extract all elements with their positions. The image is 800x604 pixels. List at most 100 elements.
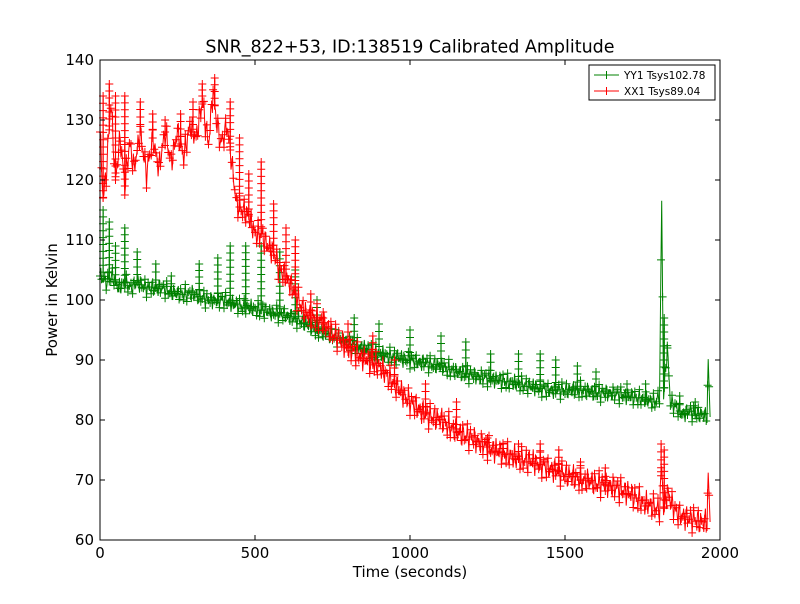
series-1-marker [108,112,117,121]
series-0-spike-21-marker-2 [514,365,523,373]
series-1-marker [624,490,633,499]
series-0-marker [106,277,115,286]
series-1-marker [500,450,509,459]
series-1-marker [587,476,596,485]
series-1-marker [444,407,453,416]
series-1-marker [317,313,326,322]
series-1-spike-29-marker-0 [554,467,563,476]
series-0-marker [395,354,404,363]
series-0-spike-8-marker-2 [213,282,222,290]
series-1-marker [263,243,272,251]
series-1-marker [450,433,459,442]
series-1-spike-15-marker-2 [269,234,278,243]
series-0-spike-19-marker-4 [461,338,470,346]
series-1-marker [419,414,428,423]
series-0-marker [466,365,475,374]
series-0-spike-27-marker-2 [641,380,650,388]
series-0-marker [587,387,596,395]
series-0-marker [212,298,221,307]
series-1-marker [637,506,645,515]
series-0-marker [251,303,259,312]
series-1-marker [590,469,599,478]
series-0-spike-4-marker-4 [133,248,142,256]
series-0-spike-10-marker-4 [241,276,250,284]
series-0-spike-27-marker-1 [641,387,650,396]
series-1-marker [393,377,402,385]
series-0-marker [517,372,526,380]
series-1-marker [294,283,303,292]
series-1-marker [334,326,343,335]
series-0-marker [671,399,679,408]
series-1-marker [471,431,480,440]
series-1-spike-2-marker-8 [111,120,120,128]
series-1-marker [244,210,253,219]
series-0-spike-18-marker-2 [437,347,445,355]
ticks-layer: 0 500 1000 1500 2000 60 70 80 90 100 110 120 130 140 [65,51,739,562]
series-1-marker [421,408,430,417]
series-0-spike-30-marker-2 [675,392,684,400]
series-1-marker [127,140,135,148]
series-1-spike-16-marker-6 [282,230,290,239]
series-1-marker [184,126,193,135]
series-1-marker [308,306,317,315]
series-1-marker [615,498,624,507]
series-1-spike-14-marker-8 [257,172,266,181]
series-1-marker [570,480,579,489]
series-1-spike-5-marker-3 [148,110,157,118]
series-0-marker [140,275,149,284]
series-1-marker [674,520,683,529]
series-1-marker [399,386,408,395]
series-0-marker [119,278,128,287]
series-0-spike-10-marker-5 [241,269,250,278]
series-0-marker [426,351,435,360]
series-1-spike-28-marker-3 [536,440,545,448]
series-1-spike-23-marker-2 [421,395,430,403]
series-0-spike-17-marker-2 [406,341,414,349]
series-0-spike-22-marker-4 [536,356,545,365]
series-1-marker [466,425,475,434]
series-0-marker [187,294,196,303]
series-1-marker [213,114,222,123]
series-0-marker [553,385,562,394]
series-1-marker [330,333,339,342]
series-0-marker [525,377,534,386]
series-1-marker [133,146,142,155]
series-0-marker [202,289,211,298]
series-1-spike-33-marker-7 [660,453,669,462]
series-1-marker [224,135,233,144]
series-1-marker [285,279,294,288]
series-0-marker [499,370,507,379]
series-0-spike-7-marker-5 [195,260,204,268]
series-1-marker [247,223,256,232]
series-1-marker [333,347,342,356]
series-0-marker [249,302,258,311]
series-1-marker [668,487,676,496]
series-1-marker [410,411,419,420]
series-1-marker [128,166,137,175]
series-1-marker [663,484,672,493]
x-tick-label-4: 2000 [701,544,739,562]
series-1-spike-2-marker-6 [111,134,120,142]
series-0-marker [233,309,242,318]
series-1-marker [111,172,120,181]
series-1-marker [235,191,244,200]
series-0-spike-1-marker-3 [105,253,114,262]
series-0-marker [700,409,709,418]
series-0-marker [570,390,579,399]
series-1-spike-23-marker-4 [421,380,430,388]
series-0-marker [450,372,459,380]
series-0-marker [271,311,280,320]
series-0-spike-3-marker-8 [120,224,129,232]
series-1-marker [685,515,693,524]
series-0-marker [136,276,145,285]
series-0-marker [576,376,585,385]
series-0-marker [494,376,503,385]
series-0-marker [424,368,433,377]
series-1-marker [562,461,571,470]
series-0-marker [254,296,263,305]
series-1-spike-3-marker-12 [120,98,129,107]
series-1-marker [581,470,590,479]
series-1-spike-14-marker-6 [257,186,266,195]
series-0-spike-10-marker-1 [241,296,250,305]
y-tick-label-3: 90 [75,351,94,369]
